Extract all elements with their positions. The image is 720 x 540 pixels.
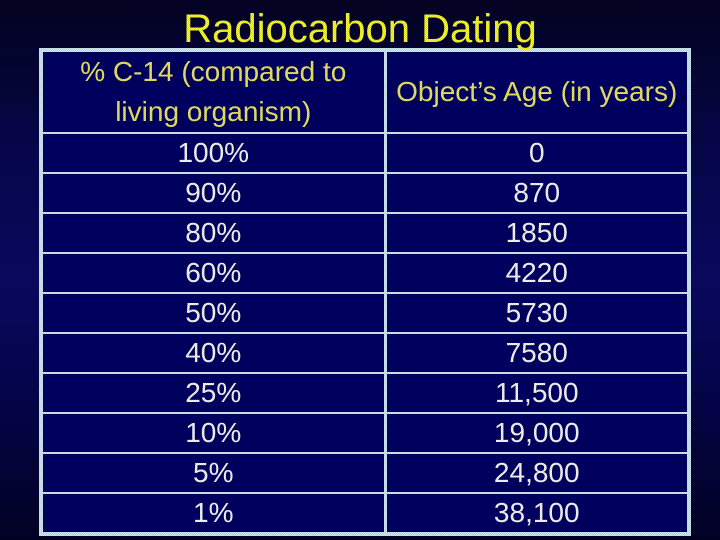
age-cell: 19,000 xyxy=(383,411,691,454)
age-cell: 5730 xyxy=(383,291,691,334)
table-row: 5% 24,800 xyxy=(39,451,691,494)
table-row: 60% 4220 xyxy=(39,251,691,294)
percent-cell: 25% xyxy=(39,371,387,414)
age-cell: 1850 xyxy=(383,211,691,254)
table-row: 80% 1850 xyxy=(39,211,691,254)
table-row: 10% 19,000 xyxy=(39,411,691,454)
percent-cell: 50% xyxy=(39,291,387,334)
percent-cell: 60% xyxy=(39,251,387,294)
table-row: 100% 0 xyxy=(39,131,691,174)
table-row: 25% 11,500 xyxy=(39,371,691,414)
age-cell: 38,100 xyxy=(383,491,691,535)
age-cell: 11,500 xyxy=(383,371,691,414)
table-row: 40% 7580 xyxy=(39,331,691,374)
header-object-age: Object’s Age (in years) xyxy=(383,49,691,134)
table-row: 50% 5730 xyxy=(39,291,691,334)
table-body: 100% 0 90% 870 80% 1850 60% 4220 50% 5730 40% 7580 2… xyxy=(39,131,691,535)
slide-title: Radiocarbon Dating xyxy=(183,7,537,51)
percent-cell: 40% xyxy=(39,331,387,374)
percent-cell: 1% xyxy=(39,491,387,535)
header-percent-c14: % C-14 (compared to living organism) xyxy=(39,49,387,134)
table-row: 90% 870 xyxy=(39,171,691,214)
percent-cell: 90% xyxy=(39,171,387,214)
radiocarbon-table: % C-14 (compared to living organism) Obj… xyxy=(39,48,691,536)
percent-cell: 80% xyxy=(39,211,387,254)
age-cell: 24,800 xyxy=(383,451,691,494)
header-row: % C-14 (compared to living organism) Obj… xyxy=(39,49,691,134)
age-cell: 7580 xyxy=(383,331,691,374)
percent-cell: 100% xyxy=(39,131,387,174)
age-cell: 870 xyxy=(383,171,691,214)
percent-cell: 10% xyxy=(39,411,387,454)
table-header: % C-14 (compared to living organism) Obj… xyxy=(39,49,691,134)
percent-cell: 5% xyxy=(39,451,387,494)
age-cell: 0 xyxy=(383,131,691,174)
table-row: 1% 38,100 xyxy=(39,491,691,535)
age-cell: 4220 xyxy=(383,251,691,294)
